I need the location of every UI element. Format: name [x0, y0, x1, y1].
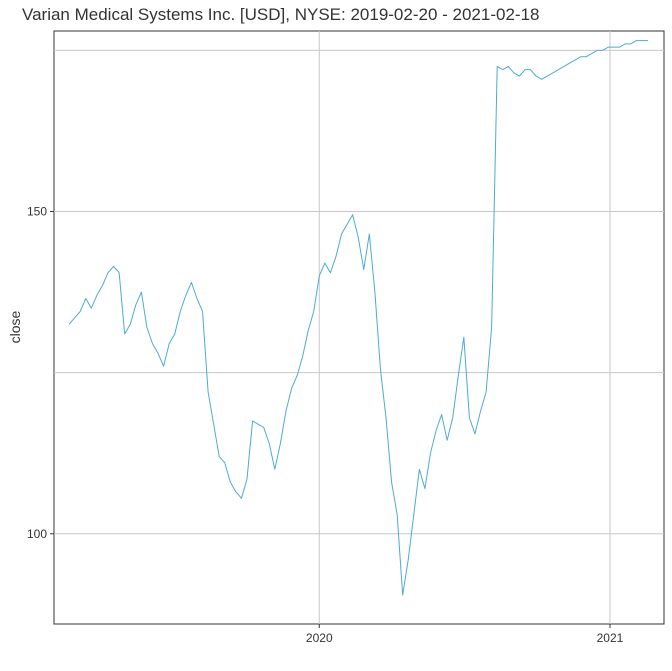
- y-axis-title: close: [7, 310, 23, 343]
- series-layer: [68, 40, 649, 596]
- axis-layer: 100 150 2020 2021: [27, 204, 624, 645]
- chart-title: Varian Medical Systems Inc. [USD], NYSE:…: [22, 5, 540, 24]
- x-tick-label: 2020: [306, 631, 333, 645]
- y-tick-label: 100: [27, 527, 47, 541]
- y-tick-label: 150: [27, 204, 47, 218]
- plot-panel: [53, 30, 665, 625]
- series-line: [68, 40, 649, 596]
- grid-layer: [54, 31, 664, 624]
- x-tick-label: 2021: [597, 631, 624, 645]
